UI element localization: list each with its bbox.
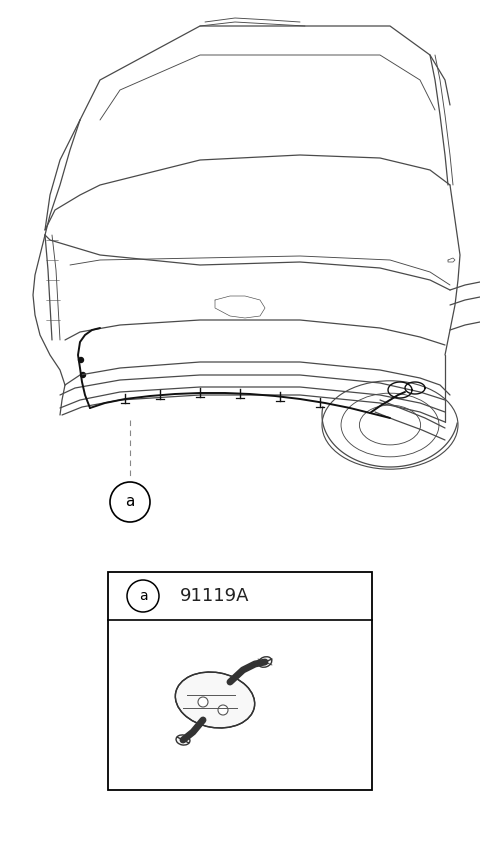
Ellipse shape [258,657,272,667]
Ellipse shape [176,735,190,745]
Text: 91119A: 91119A [180,587,250,605]
Text: a: a [139,589,147,603]
Circle shape [110,482,150,522]
Circle shape [218,705,228,715]
Ellipse shape [175,672,255,728]
Ellipse shape [81,372,85,377]
Text: a: a [125,494,135,509]
Ellipse shape [79,358,84,363]
Bar [108,572,372,790]
Circle shape [127,580,159,612]
Circle shape [198,697,208,707]
